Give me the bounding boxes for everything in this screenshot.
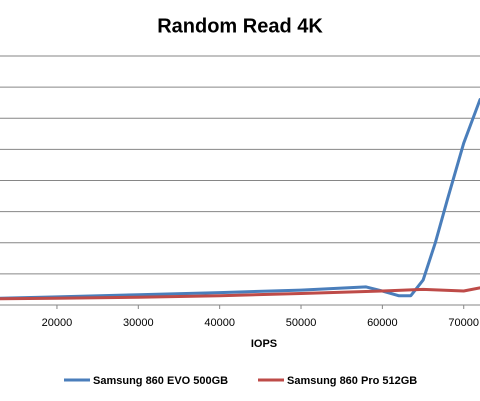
legend-label: Samsung 860 Pro 512GB — [287, 375, 417, 387]
series-line — [0, 98, 480, 300]
series-line — [0, 286, 480, 301]
legend-label: Samsung 860 EVO 500GB — [93, 375, 228, 387]
chart-title: Random Read 4K — [157, 15, 323, 37]
x-tick-label: 60000 — [367, 317, 398, 329]
x-axis-label: IOPS — [251, 338, 277, 350]
x-tick-label: 20000 — [42, 317, 73, 329]
x-tick-label: 70000 — [448, 317, 479, 329]
x-tick-label: 50000 — [286, 317, 317, 329]
x-tick-label: 30000 — [123, 317, 154, 329]
x-tick-label: 40000 — [204, 317, 235, 329]
